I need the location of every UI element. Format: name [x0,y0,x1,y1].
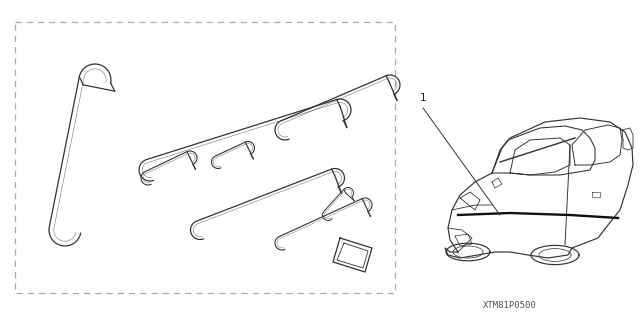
Text: XTM81P0500: XTM81P0500 [483,300,537,309]
Text: 1: 1 [420,93,427,103]
